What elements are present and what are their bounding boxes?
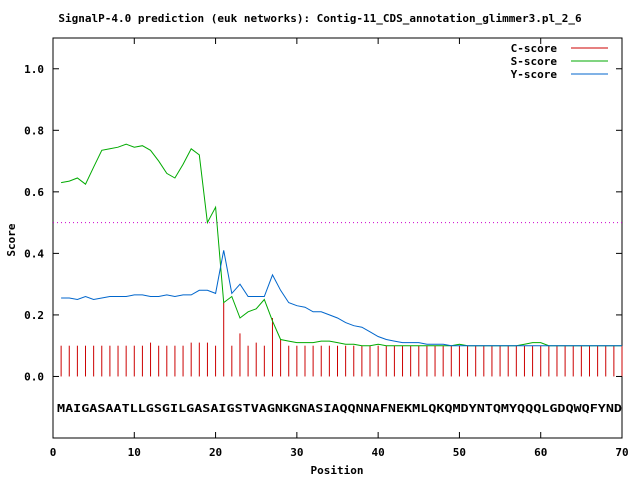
x-tick-label: 20	[209, 446, 222, 459]
x-tick-label: 40	[372, 446, 385, 459]
y-tick-label: 0.6	[24, 186, 44, 199]
x-tick-label: 70	[615, 446, 628, 459]
x-tick-label: 50	[453, 446, 466, 459]
c-score-impulses	[60, 302, 623, 377]
y-axis-ticks: 0.0 0.2 0.4 0.6 0.8 1.0	[24, 63, 622, 383]
y-tick-label: 0.4	[24, 247, 44, 260]
x-tick-label: 30	[290, 446, 303, 459]
legend-label-c-score: C-score	[511, 42, 558, 55]
chart-title: SignalP-4.0 prediction (euk networks): C…	[58, 12, 582, 25]
plot-frame	[52, 37, 623, 439]
y-tick-label: 0.2	[24, 309, 44, 322]
x-axis-ticks: 0 10 20 30 40 50 60 70	[50, 38, 629, 459]
score-lines	[61, 143, 622, 347]
x-tick-label: 0	[50, 446, 57, 459]
y-tick-label: 0.0	[24, 370, 44, 383]
y-tick-label: 1.0	[24, 63, 44, 76]
legend-label-s-score: S-score	[511, 55, 558, 68]
x-tick-label: 60	[534, 446, 547, 459]
s-score-line	[61, 143, 622, 347]
legend-label-y-score: Y-score	[511, 68, 558, 81]
x-tick-label: 10	[128, 446, 141, 459]
x-axis-label: Position	[311, 464, 364, 477]
y-tick-label: 0.8	[24, 124, 44, 137]
y-axis-label: Score	[5, 223, 18, 256]
y-score-line	[61, 250, 622, 347]
sequence-residues: MAIGASAATLLGSGILGASAIGSTVAGNKGNASIAQQNNA…	[57, 402, 622, 415]
